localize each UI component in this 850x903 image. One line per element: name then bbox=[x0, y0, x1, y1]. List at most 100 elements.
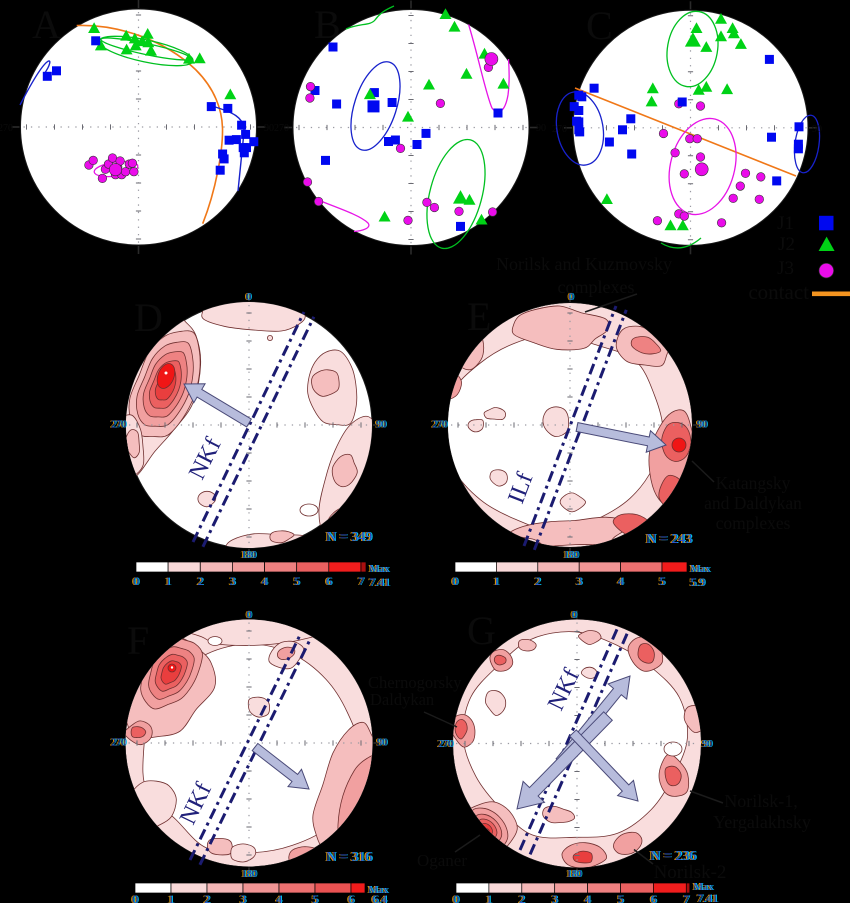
svg-text:Daldykan: Daldykan bbox=[370, 690, 434, 709]
svg-text:6: 6 bbox=[649, 892, 655, 903]
svg-text:6: 6 bbox=[348, 892, 354, 903]
svg-text:6: 6 bbox=[327, 574, 333, 588]
svg-text:Max: Max bbox=[368, 884, 389, 896]
svg-text:4: 4 bbox=[275, 892, 281, 903]
svg-text:Max: Max bbox=[690, 563, 711, 575]
svg-text:180: 180 bbox=[242, 869, 257, 880]
svg-text:0: 0 bbox=[452, 574, 458, 588]
svg-text:Max: Max bbox=[368, 563, 389, 575]
svg-text:7.41: 7.41 bbox=[698, 891, 719, 903]
svg-text:90: 90 bbox=[812, 124, 822, 135]
svg-text:7.41: 7.41 bbox=[369, 575, 390, 589]
svg-text:2: 2 bbox=[205, 892, 211, 903]
svg-text:270: 270 bbox=[112, 738, 127, 749]
svg-text:2: 2 bbox=[197, 574, 203, 588]
svg-text:Oganer: Oganer bbox=[417, 851, 467, 870]
svg-text:N = 349: N = 349 bbox=[326, 530, 372, 545]
svg-text:N = 236: N = 236 bbox=[650, 849, 696, 864]
svg-text:1: 1 bbox=[486, 892, 492, 903]
svg-text:90: 90 bbox=[536, 123, 546, 134]
svg-text:6: 6 bbox=[325, 574, 331, 588]
svg-text:180: 180 bbox=[242, 550, 257, 561]
svg-text:3: 3 bbox=[241, 892, 247, 903]
svg-text:3: 3 bbox=[229, 574, 235, 588]
svg-text:270: 270 bbox=[111, 738, 126, 749]
svg-text:5: 5 bbox=[616, 892, 622, 903]
svg-text:7: 7 bbox=[358, 574, 364, 588]
svg-text:0: 0 bbox=[134, 574, 140, 588]
svg-text:270: 270 bbox=[110, 420, 125, 431]
svg-text:6: 6 bbox=[326, 574, 332, 588]
svg-text:180: 180 bbox=[568, 869, 583, 880]
svg-text:2: 2 bbox=[204, 892, 210, 903]
svg-text:3: 3 bbox=[231, 574, 237, 588]
svg-text:7: 7 bbox=[682, 892, 688, 903]
svg-text:0: 0 bbox=[454, 892, 460, 903]
svg-text:90: 90 bbox=[376, 738, 386, 749]
svg-text:180: 180 bbox=[243, 869, 258, 880]
svg-text:2: 2 bbox=[196, 574, 202, 588]
svg-text:0: 0 bbox=[452, 892, 458, 903]
svg-text:5: 5 bbox=[658, 574, 664, 588]
svg-text:Katangsky: Katangsky bbox=[716, 473, 791, 493]
svg-text:0: 0 bbox=[245, 610, 250, 621]
svg-text:4: 4 bbox=[276, 892, 282, 903]
svg-text:90: 90 bbox=[376, 420, 386, 431]
svg-text:1: 1 bbox=[166, 574, 172, 588]
svg-text:180: 180 bbox=[240, 550, 255, 561]
svg-text:3: 3 bbox=[577, 574, 583, 588]
svg-text:5.9: 5.9 bbox=[689, 575, 704, 589]
svg-text:7: 7 bbox=[685, 892, 691, 903]
svg-text:0: 0 bbox=[248, 610, 253, 621]
svg-text:3: 3 bbox=[576, 574, 582, 588]
svg-text:2: 2 bbox=[203, 892, 209, 903]
svg-text:6: 6 bbox=[652, 892, 658, 903]
svg-text:3: 3 bbox=[240, 892, 246, 903]
svg-text:Max: Max bbox=[369, 884, 390, 896]
svg-text:Max: Max bbox=[692, 881, 713, 893]
svg-text:5: 5 bbox=[618, 892, 624, 903]
svg-text:B: B bbox=[314, 2, 341, 47]
svg-text:2: 2 bbox=[199, 574, 205, 588]
svg-text:270: 270 bbox=[0, 123, 13, 134]
svg-text:0: 0 bbox=[133, 892, 139, 903]
svg-text:270: 270 bbox=[110, 738, 125, 749]
svg-text:2: 2 bbox=[518, 892, 524, 903]
svg-text:F: F bbox=[127, 618, 149, 663]
svg-text:Max: Max bbox=[367, 884, 388, 896]
svg-text:180: 180 bbox=[567, 869, 582, 880]
svg-text:0: 0 bbox=[453, 892, 459, 903]
svg-text:7: 7 bbox=[359, 574, 365, 588]
svg-text:J3: J3 bbox=[777, 258, 794, 279]
svg-text:90: 90 bbox=[703, 739, 713, 750]
svg-text:J1: J1 bbox=[777, 213, 794, 234]
svg-text:N = 316: N = 316 bbox=[325, 850, 371, 865]
svg-text:7: 7 bbox=[357, 574, 363, 588]
svg-text:180: 180 bbox=[241, 550, 256, 561]
svg-text:3: 3 bbox=[239, 892, 245, 903]
svg-text:180: 180 bbox=[565, 550, 580, 561]
svg-text:6.4: 6.4 bbox=[373, 892, 388, 903]
svg-text:N = 243: N = 243 bbox=[645, 532, 691, 547]
svg-text:0: 0 bbox=[133, 574, 139, 588]
svg-text:5.9: 5.9 bbox=[690, 575, 705, 589]
svg-text:1: 1 bbox=[165, 574, 171, 588]
svg-text:1: 1 bbox=[169, 892, 175, 903]
svg-text:Norilsk-2: Norilsk-2 bbox=[654, 862, 727, 883]
svg-text:5: 5 bbox=[294, 574, 300, 588]
svg-text:270: 270 bbox=[432, 420, 447, 431]
svg-text:4: 4 bbox=[260, 574, 266, 588]
svg-text:C: C bbox=[586, 3, 613, 48]
svg-text:6: 6 bbox=[650, 892, 656, 903]
svg-text:90: 90 bbox=[696, 420, 706, 431]
svg-text:0: 0 bbox=[572, 610, 577, 621]
svg-text:7.41: 7.41 bbox=[370, 575, 391, 589]
svg-text:6: 6 bbox=[347, 892, 353, 903]
svg-text:Max: Max bbox=[691, 563, 712, 575]
svg-text:contact: contact bbox=[748, 280, 809, 304]
svg-text:5: 5 bbox=[295, 574, 301, 588]
svg-text:Max: Max bbox=[370, 563, 391, 575]
svg-text:6: 6 bbox=[349, 892, 355, 903]
svg-text:N = 236: N = 236 bbox=[651, 849, 697, 864]
svg-text:Max: Max bbox=[369, 563, 390, 575]
